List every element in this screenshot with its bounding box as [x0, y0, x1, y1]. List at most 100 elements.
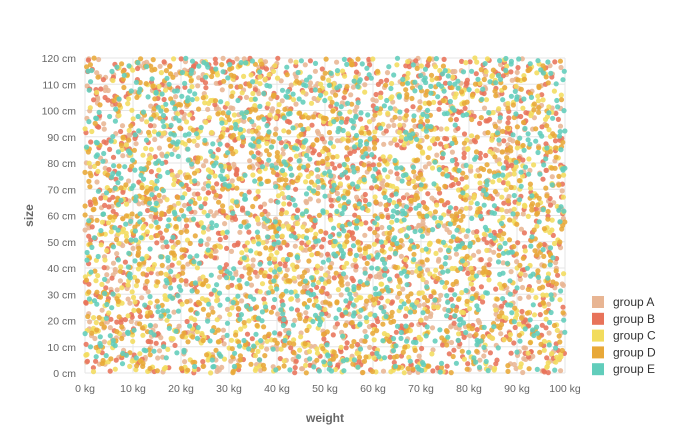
data-point [326, 151, 332, 157]
data-point [147, 352, 153, 358]
data-point [450, 303, 456, 309]
data-point [93, 345, 99, 351]
data-point [525, 137, 531, 143]
data-point [500, 97, 506, 103]
data-point [419, 247, 425, 253]
data-point [555, 104, 561, 110]
data-point [390, 336, 397, 342]
data-point [285, 278, 291, 284]
data-point [483, 152, 489, 159]
data-point [324, 329, 330, 335]
data-point [489, 73, 495, 79]
data-point [424, 134, 430, 140]
data-point [354, 104, 360, 110]
data-point [374, 184, 380, 190]
data-point [556, 173, 562, 179]
data-point [427, 271, 433, 277]
data-point [289, 296, 295, 302]
data-point [331, 119, 337, 125]
data-point [533, 294, 539, 301]
data-point [107, 214, 113, 220]
data-point [409, 95, 415, 102]
data-point [88, 79, 94, 85]
data-point [116, 112, 122, 118]
data-point [346, 199, 352, 205]
data-point [143, 189, 149, 196]
data-point [235, 293, 241, 299]
data-point [544, 363, 550, 370]
data-point [126, 250, 132, 256]
data-point [266, 331, 272, 337]
data-point [550, 232, 556, 238]
data-point [347, 251, 353, 257]
data-point [473, 154, 479, 160]
data-point [550, 115, 556, 121]
data-point [244, 247, 250, 253]
data-point [381, 141, 387, 147]
data-point [426, 242, 432, 248]
data-point [164, 75, 170, 81]
data-point [281, 358, 287, 364]
data-point [95, 188, 101, 194]
data-point [286, 201, 292, 207]
data-point [537, 349, 543, 355]
data-point [501, 138, 507, 144]
data-point [85, 313, 91, 320]
data-point [288, 289, 294, 295]
data-point [362, 338, 368, 344]
data-point [283, 177, 289, 183]
data-point [354, 165, 360, 172]
data-point [144, 278, 150, 284]
data-point [260, 362, 266, 368]
data-point [529, 207, 535, 213]
data-point [318, 92, 324, 98]
data-point [302, 278, 308, 284]
data-point [146, 266, 152, 272]
data-point [347, 109, 353, 115]
data-point [535, 274, 542, 280]
data-point [372, 140, 378, 146]
data-point [362, 191, 368, 198]
data-point [496, 177, 502, 183]
data-point [355, 364, 361, 370]
data-point [123, 221, 129, 227]
data-point [332, 165, 338, 171]
data-point [469, 92, 476, 98]
data-point [156, 145, 162, 151]
data-point [305, 126, 311, 132]
data-point [206, 100, 212, 106]
data-point [382, 158, 388, 164]
data-point [441, 56, 447, 63]
data-point [373, 199, 379, 205]
data-point [133, 194, 139, 200]
data-point [258, 204, 264, 210]
data-point [148, 63, 154, 69]
data-point [201, 209, 207, 215]
data-point [486, 262, 492, 268]
data-point [394, 217, 400, 223]
data-point [385, 235, 391, 241]
data-point [231, 161, 237, 167]
data-point [181, 247, 187, 253]
data-point [443, 254, 449, 261]
data-point [373, 91, 379, 98]
data-point [521, 76, 528, 82]
data-point [203, 119, 209, 125]
data-point [526, 366, 532, 372]
data-point [474, 303, 480, 309]
data-point [149, 76, 155, 82]
data-point [158, 108, 164, 114]
data-point [486, 168, 493, 174]
data-point [357, 322, 363, 328]
data-point [417, 265, 423, 272]
data-point [385, 214, 391, 220]
data-point [512, 88, 518, 94]
data-point [266, 72, 272, 78]
data-point [474, 209, 481, 215]
data-point [136, 201, 142, 207]
data-point [475, 76, 481, 82]
data-point [256, 139, 262, 145]
data-point [107, 113, 113, 120]
data-point [480, 294, 486, 300]
data-point [221, 126, 227, 132]
